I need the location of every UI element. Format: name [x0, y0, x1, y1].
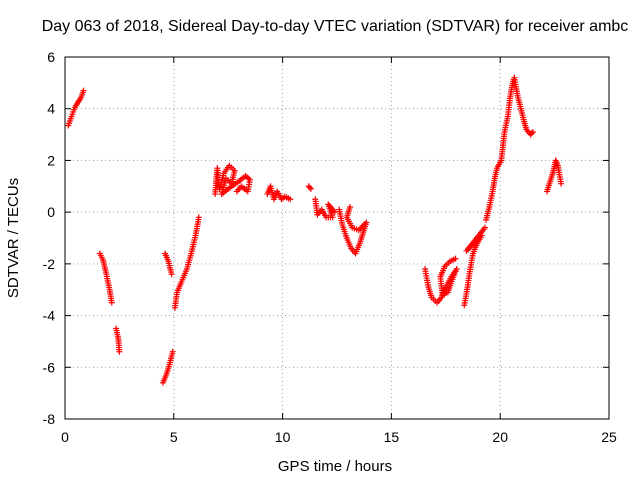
y-tick-label: 6: [47, 49, 55, 65]
data-point: [481, 224, 488, 231]
y-tick-label: -4: [43, 308, 56, 324]
tick-labels: 0 5 10 15 20 25 -8 -6 -4 -2 0 2 4 6: [43, 49, 617, 445]
data-point: [116, 348, 123, 355]
data-markers: [65, 74, 565, 386]
grid-lines: [65, 57, 609, 419]
y-tick-label: -8: [43, 411, 56, 427]
x-axis-label: GPS time / hours: [278, 458, 392, 475]
data-point: [195, 214, 202, 221]
x-tick-label: 0: [61, 429, 69, 445]
data-point: [108, 299, 115, 306]
chart-title: Day 063 of 2018, Sidereal Day-to-day VTE…: [42, 18, 629, 35]
data-point: [529, 128, 536, 135]
axis-ticks: [64, 56, 610, 420]
data-point-trace: [306, 184, 313, 191]
y-axis-label: SDTVAR / TECUs: [5, 178, 22, 298]
data-point: [452, 255, 459, 262]
data-point: [287, 196, 294, 203]
y-tick-label: -2: [43, 256, 56, 272]
x-tick-label: 15: [384, 429, 400, 445]
data-point: [80, 87, 87, 94]
x-tick-label: 20: [492, 429, 508, 445]
y-tick-label: 0: [47, 204, 55, 220]
data-point: [168, 271, 175, 278]
data-point: [233, 188, 240, 195]
data-point: [558, 180, 565, 187]
data-point: [169, 348, 176, 355]
plot-frame: [64, 56, 610, 420]
x-tick-label: 25: [601, 429, 617, 445]
data-point: [347, 203, 354, 210]
y-tick-label: -6: [43, 359, 56, 375]
data-point: [307, 185, 314, 192]
x-tick-label: 10: [275, 429, 291, 445]
data-point-trace: [528, 130, 535, 137]
y-tick-label: 4: [47, 101, 55, 117]
y-tick-label: 2: [47, 152, 55, 168]
x-tick-label: 5: [170, 429, 178, 445]
